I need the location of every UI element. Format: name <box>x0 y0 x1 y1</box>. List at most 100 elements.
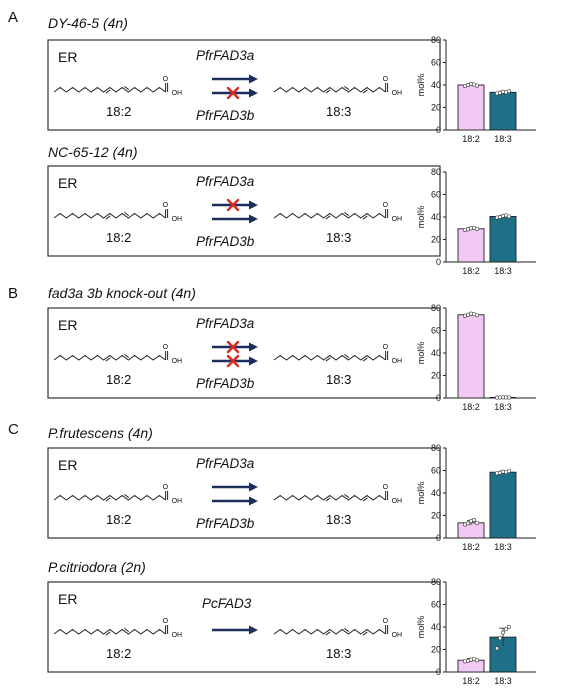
enzyme-b-label: PfrFAD3b <box>196 516 255 531</box>
data-point <box>494 646 499 651</box>
y-tick-label: 80 <box>431 443 441 453</box>
substrate-double-bond-0 <box>105 497 111 502</box>
reaction-box <box>47 307 441 399</box>
product-oxygen: O <box>383 202 389 209</box>
y-axis-label: mol% <box>416 342 426 365</box>
compartment-label: ER <box>58 591 77 607</box>
y-tick-label: 0 <box>436 125 441 135</box>
reaction-box <box>47 39 441 131</box>
substrate-double-bond-1 <box>124 493 130 498</box>
data-point <box>506 89 511 94</box>
panel-letter: A <box>8 9 18 26</box>
substrate-double-bond-0 <box>105 357 111 362</box>
y-tick-label: 20 <box>431 645 441 655</box>
substrate-double-bond-0 <box>105 215 111 220</box>
y-tick-label: 80 <box>431 35 441 45</box>
data-point <box>474 83 479 88</box>
y-tick-label: 0 <box>436 667 441 677</box>
y-tick-label: 80 <box>431 577 441 587</box>
product-oxygen: O <box>383 344 389 351</box>
product-double-bond-2 <box>362 497 368 502</box>
y-tick-label: 60 <box>431 600 441 610</box>
x-tick-label: 18:3 <box>494 266 512 276</box>
enzyme-b-label: PfrFAD3b <box>196 108 255 123</box>
enzyme-b-label: PfrFAD3b <box>196 234 255 249</box>
product-oxygen: O <box>383 484 389 491</box>
x-tick-label: 18:2 <box>462 402 480 412</box>
product-label: 18:3 <box>326 230 351 245</box>
y-tick-label: 20 <box>431 371 441 381</box>
arrow-b-head <box>249 496 258 506</box>
block-cross-b-b <box>226 354 240 368</box>
product-oxygen: O <box>383 618 389 625</box>
substrate-oxygen: O <box>163 484 169 491</box>
reaction-box <box>47 165 441 257</box>
bar-18-2 <box>457 659 485 673</box>
enzyme-b-label: PfrFAD3b <box>196 376 255 391</box>
y-axis-label: mol% <box>416 206 426 229</box>
substrate-oh: OH <box>172 216 183 223</box>
data-point <box>506 214 511 219</box>
product-oh: OH <box>392 632 403 639</box>
panel-letter: C <box>8 421 19 438</box>
product-chain <box>273 628 386 635</box>
product-oh: OH <box>392 498 403 505</box>
substrate-label: 18:2 <box>106 104 131 119</box>
substrate-oh: OH <box>172 358 183 365</box>
arrow-b-head <box>249 214 258 224</box>
substrate-chain <box>53 628 166 635</box>
arrow-a-head <box>249 74 258 84</box>
bar-chart-2: 0 20 40 60 80 mol% 18:2 18:3 <box>416 167 536 276</box>
data-point <box>471 517 476 522</box>
compartment-label: ER <box>58 317 77 333</box>
product-double-bond-0 <box>325 497 331 502</box>
product-double-bond-1 <box>344 493 350 498</box>
bar-18-3 <box>489 215 517 263</box>
substrate-double-bond-0 <box>105 631 111 636</box>
y-tick-label: 0 <box>436 257 441 267</box>
y-tick-label: 60 <box>431 466 441 476</box>
arrow-b-head <box>249 88 258 98</box>
arrow-head <box>249 625 258 635</box>
substrate-oxygen: O <box>163 202 169 209</box>
substrate-double-bond-1 <box>124 353 130 358</box>
product-double-bond-0 <box>325 357 331 362</box>
x-tick-label: 18:3 <box>494 542 512 552</box>
bar-chart-3: 0 20 40 60 80 mol% 18:2 18:3 <box>416 303 536 412</box>
substrate-oh: OH <box>172 90 183 97</box>
data-point <box>474 226 479 231</box>
y-axis-label: mol% <box>416 616 426 639</box>
product-label: 18:3 <box>326 512 351 527</box>
bar-18-2 <box>457 314 485 399</box>
data-point <box>503 627 508 632</box>
product-oh: OH <box>392 358 403 365</box>
panel-title: P.frutescens (4n) <box>48 425 153 441</box>
product-chain <box>273 494 386 501</box>
data-point <box>465 521 470 526</box>
substrate-chain <box>53 86 166 93</box>
data-point <box>497 636 502 641</box>
product-chain <box>273 354 386 361</box>
y-tick-label: 20 <box>431 103 441 113</box>
data-point <box>474 658 479 663</box>
substrate-double-bond-0 <box>105 89 111 94</box>
x-tick-label: 18:2 <box>462 676 480 686</box>
compartment-label: ER <box>58 457 77 473</box>
x-tick-label: 18:3 <box>494 676 512 686</box>
substrate-oxygen: O <box>163 344 169 351</box>
substrate-oxygen: O <box>163 76 169 83</box>
arrow-a-head <box>249 482 258 492</box>
bar-18-2 <box>457 84 485 131</box>
y-tick-label: 40 <box>431 488 441 498</box>
y-tick-label: 40 <box>431 212 441 222</box>
panel-letter: B <box>8 285 18 302</box>
panel-title: fad3a 3b knock-out (4n) <box>48 285 196 301</box>
bar-chart-1: 0 20 40 60 80 mol% 18:2 18:3 <box>416 35 536 144</box>
substrate-double-bond-1 <box>124 211 130 216</box>
substrate-chain <box>53 354 166 361</box>
panel-4: C P.frutescens (4n)EROOH18:2OOH18:3PfrFAD… <box>8 421 441 539</box>
reaction-box <box>47 581 441 673</box>
y-tick-label: 80 <box>431 167 441 177</box>
